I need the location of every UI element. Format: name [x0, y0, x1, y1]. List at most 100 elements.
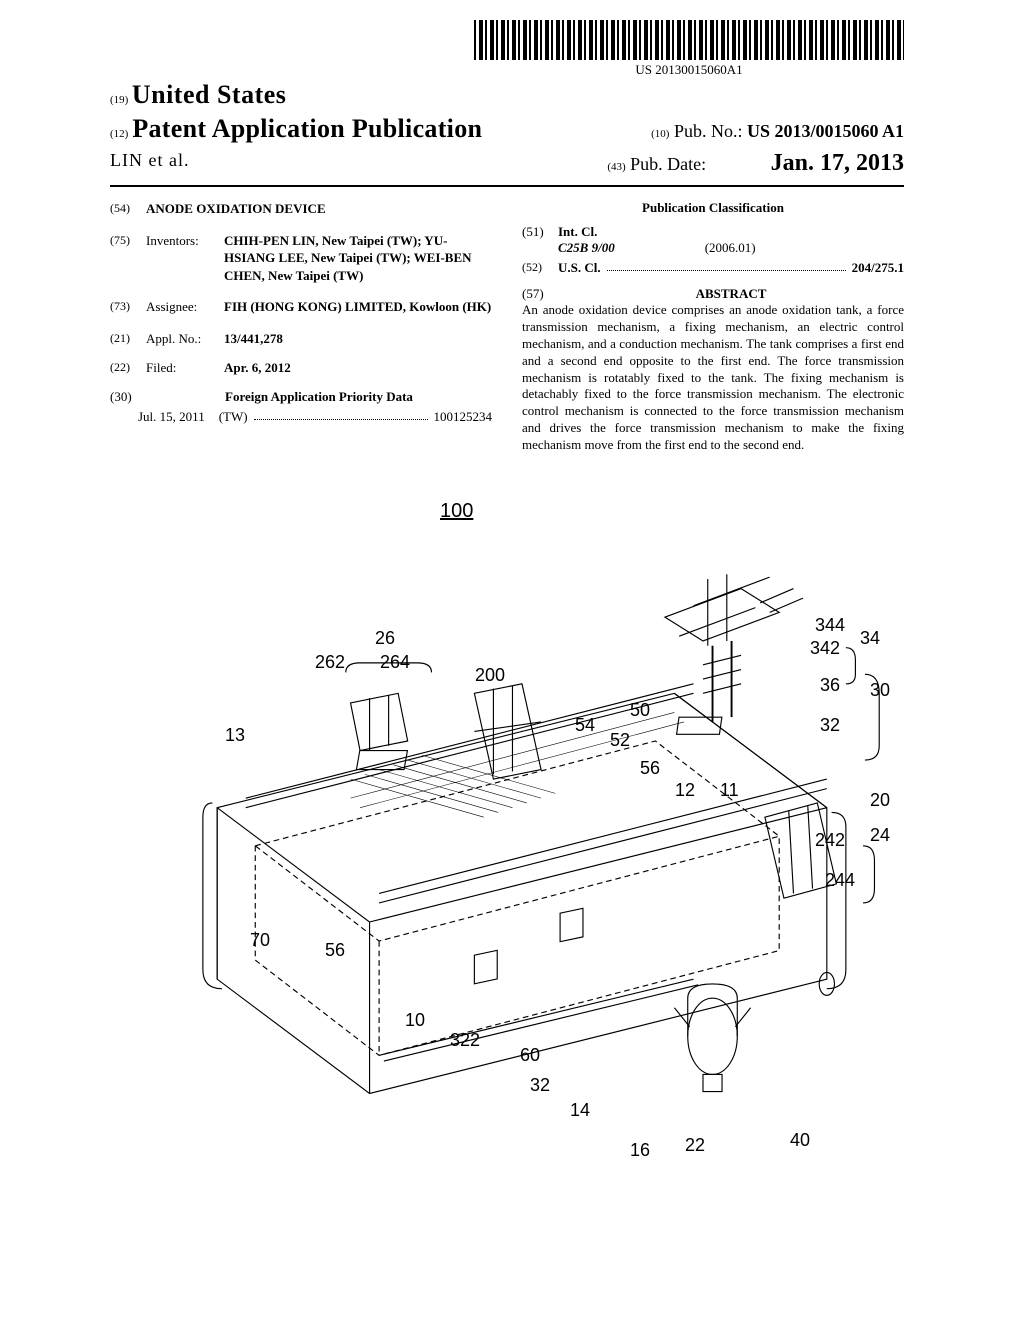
figure-ref-numeral: 16: [630, 1140, 650, 1161]
appl-no-field: (21) Appl. No.: 13/441,278: [110, 330, 492, 348]
assignee-text: FIH (HONG KONG) LIMITED, Kowloon (HK): [224, 299, 491, 314]
inventors-text: CHIH-PEN LIN, New Taipei (TW); YU-HSIANG…: [224, 233, 472, 283]
date-label: Pub. Date:: [630, 154, 706, 174]
figure-ref-numeral: 22: [685, 1135, 705, 1156]
figure-ref-numeral: 52: [610, 730, 630, 751]
left-column: (54) ANODE OXIDATION DEVICE (75) Invento…: [110, 200, 492, 454]
priority-date: Jul. 15, 2011: [138, 409, 205, 425]
priority-section: (30) Foreign Application Priority Data J…: [110, 389, 492, 425]
abstract-label: ABSTRACT: [558, 286, 904, 302]
inventors-field: (75) Inventors: CHIH-PEN LIN, New Taipei…: [110, 232, 492, 285]
figure-ref-numeral: 24: [870, 825, 890, 846]
bibliographic-data: (54) ANODE OXIDATION DEVICE (75) Invento…: [110, 200, 904, 454]
right-column: Publication Classification (51) Int. Cl.…: [522, 200, 904, 454]
assignee-code: (73): [110, 298, 146, 316]
filed-date: Apr. 6, 2012: [224, 359, 492, 377]
intcl-date: (2006.01): [705, 240, 756, 256]
inv-code: (75): [110, 232, 146, 285]
authors: LIN et al.: [110, 150, 189, 177]
appl-no: 13/441,278: [224, 330, 492, 348]
figure-ref-numeral: 70: [250, 930, 270, 951]
figure-ref-numeral: 60: [520, 1045, 540, 1066]
barcode-region: US 20130015060A1: [474, 20, 904, 78]
pub-title: Patent Application Publication: [132, 114, 482, 143]
figure-ref-numeral: 14: [570, 1100, 590, 1121]
figure-ref-numeral: 40: [790, 1130, 810, 1151]
document-header: (19) United States (12) Patent Applicati…: [110, 80, 904, 187]
figure-ref-numeral: 262: [315, 652, 345, 673]
figure-ref-numeral: 36: [820, 675, 840, 696]
figure-ref-numeral: 20: [870, 790, 890, 811]
figure-ref-numeral: 344: [815, 615, 845, 636]
priority-country: (TW): [219, 409, 248, 425]
uscl-label: U.S. Cl.: [558, 260, 601, 276]
pub-left: (12) Patent Application Publication: [110, 114, 482, 144]
figure-ref-numeral: 56: [640, 758, 660, 779]
figure-ref-numeral: 13: [225, 725, 245, 746]
classification-title: Publication Classification: [522, 200, 904, 216]
priority-no: 100125234: [434, 409, 493, 425]
figure-ref-numeral: 244: [825, 870, 855, 891]
figure-ref-numeral: 10: [405, 1010, 425, 1031]
figure-ref-numeral: 34: [860, 628, 880, 649]
pub-code: (12): [110, 128, 128, 140]
figure-ref-numeral: 11: [720, 780, 739, 801]
invention-title-field: (54) ANODE OXIDATION DEVICE: [110, 200, 492, 218]
appl-code: (21): [110, 330, 146, 348]
date-code: (43): [607, 161, 625, 173]
priority-title: Foreign Application Priority Data: [146, 389, 492, 405]
figure-ref-numeral: 264: [380, 652, 410, 673]
authors-line: LIN et al. (43) Pub. Date: Jan. 17, 2013: [110, 150, 904, 177]
pub-no-label: Pub. No.:: [674, 121, 743, 141]
figure-ref-numeral: 322: [450, 1030, 480, 1051]
filed-label: Filed:: [146, 359, 224, 377]
pub-date-block: (43) Pub. Date: Jan. 17, 2013: [607, 150, 904, 177]
priority-header: (30) Foreign Application Priority Data: [110, 389, 492, 405]
figure-ref-numeral: 32: [820, 715, 840, 736]
figure-ref-numeral: 30: [870, 680, 890, 701]
figure-ref-numeral: 242: [815, 830, 845, 851]
dots-leader: [607, 260, 846, 271]
intcl-code: (51): [522, 224, 558, 240]
abstract-code: (57): [522, 286, 558, 302]
assignee-value: FIH (HONG KONG) LIMITED, Kowloon (HK): [224, 298, 492, 316]
patent-figure-drawing: [160, 560, 884, 1170]
int-cl-row: C25B 9/00 (2006.01): [522, 240, 904, 256]
pub-no-value: US 2013/0015060 A1: [747, 121, 904, 141]
pub-no-line: (10) Pub. No.: US 2013/0015060 A1: [651, 121, 904, 142]
figure-ref-numeral: 54: [575, 715, 595, 736]
country-line: (19) United States: [110, 80, 904, 110]
figure-ref-numeral: 342: [810, 638, 840, 659]
abstract-text: An anode oxidation device comprises an a…: [522, 302, 904, 454]
date-value: Jan. 17, 2013: [771, 150, 904, 176]
figure-main-label: 100: [440, 500, 473, 523]
header-rule: [110, 185, 904, 187]
assignee-label: Assignee:: [146, 298, 224, 316]
figure-ref-numeral: 56: [325, 940, 345, 961]
figure-ref-numeral: 12: [675, 780, 695, 801]
country-code: (19): [110, 94, 128, 106]
figure-ref-numeral: 32: [530, 1075, 550, 1096]
inventors: CHIH-PEN LIN, New Taipei (TW); YU-HSIANG…: [224, 232, 492, 285]
figure-ref-numeral: 50: [630, 700, 650, 721]
title-code: (54): [110, 200, 146, 218]
country-name: United States: [132, 80, 287, 109]
abstract-header: (57) ABSTRACT: [522, 286, 904, 302]
us-cl-row: (52) U.S. Cl. 204/275.1: [522, 260, 904, 276]
appl-label: Appl. No.:: [146, 330, 224, 348]
figure-ref-numeral: 200: [475, 665, 505, 686]
publication-line: (12) Patent Application Publication (10)…: [110, 114, 904, 144]
barcode-number: US 20130015060A1: [474, 62, 904, 78]
inv-label: Inventors:: [146, 232, 224, 285]
figure-area: 100: [120, 510, 904, 1280]
intcl-class: C25B 9/00: [558, 240, 615, 256]
filed-code: (22): [110, 359, 146, 377]
figure-ref-numeral: 26: [375, 628, 395, 649]
priority-code: (30): [110, 389, 146, 405]
int-cl-field: (51) Int. Cl.: [522, 224, 904, 240]
uscl-value: 204/275.1: [852, 260, 904, 276]
dots-leader: [254, 409, 428, 420]
priority-row: Jul. 15, 2011 (TW) 100125234: [110, 409, 492, 425]
pub-no-code: (10): [651, 128, 669, 140]
uscl-code: (52): [522, 260, 558, 276]
